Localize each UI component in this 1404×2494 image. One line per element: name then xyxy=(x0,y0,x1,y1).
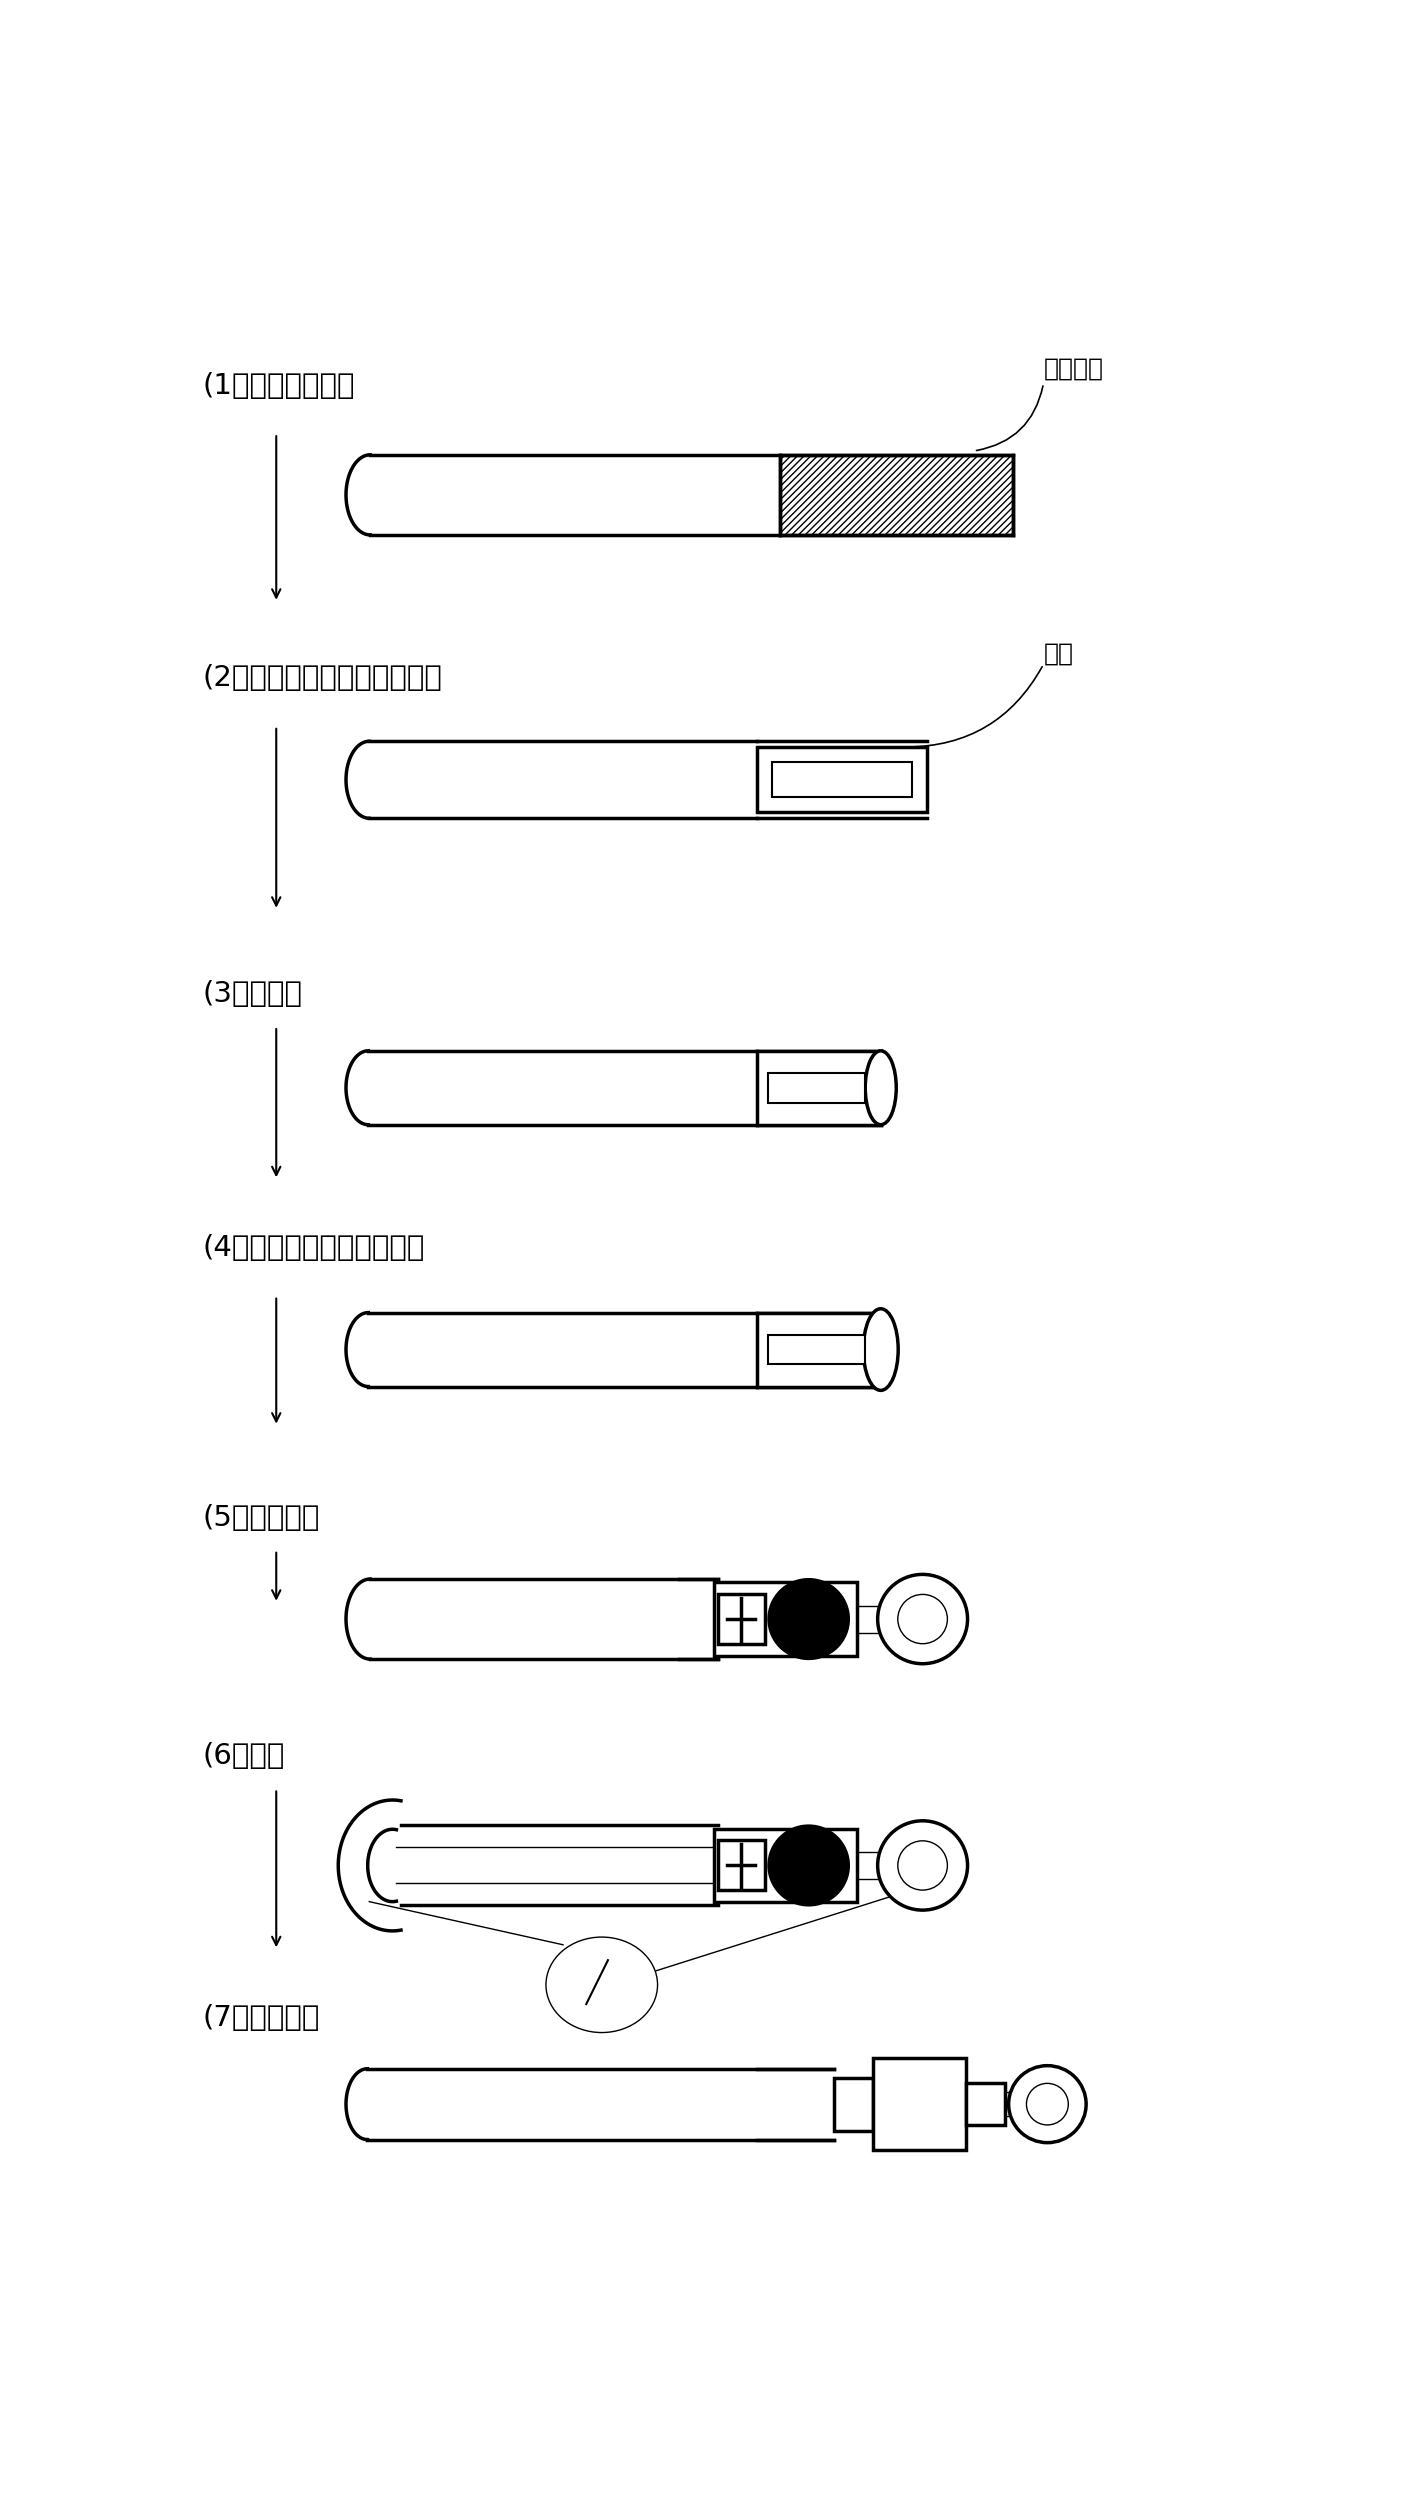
Text: (2）固定端部芯线使成一整体: (2）固定端部芯线使成一整体 xyxy=(202,663,442,693)
Text: (6）检验: (6）检验 xyxy=(202,1743,285,1771)
Circle shape xyxy=(1008,2065,1087,2142)
Text: (1）切割端部绝缘: (1）切割端部绝缘 xyxy=(202,372,355,399)
Bar xyxy=(402,1826,717,1905)
Bar xyxy=(717,1594,765,1644)
Polygon shape xyxy=(338,1801,402,1930)
Text: (5）连接焊片: (5）连接焊片 xyxy=(202,1504,320,1531)
Circle shape xyxy=(768,1826,849,1905)
Bar xyxy=(966,2082,1005,2125)
Bar xyxy=(856,1606,922,1634)
Bar xyxy=(834,2078,873,2130)
Circle shape xyxy=(768,1579,849,1659)
Bar xyxy=(856,1853,922,1878)
Bar xyxy=(768,1072,865,1102)
Circle shape xyxy=(897,1594,948,1644)
Circle shape xyxy=(878,1574,967,1663)
Bar xyxy=(772,763,911,798)
Polygon shape xyxy=(345,2068,834,2140)
Polygon shape xyxy=(345,1579,717,1659)
Text: 挤压: 挤压 xyxy=(1043,641,1074,666)
Polygon shape xyxy=(345,1050,757,1125)
Bar xyxy=(768,1334,865,1364)
Text: (7）绝缘处理: (7）绝缘处理 xyxy=(202,2005,320,2033)
Circle shape xyxy=(1026,2082,1068,2125)
Text: (3）切斜面: (3）切斜面 xyxy=(202,980,303,1008)
Bar xyxy=(715,1828,856,1903)
Text: (4）焊接铜套管与芯线端面: (4）焊接铜套管与芯线端面 xyxy=(202,1235,425,1262)
Ellipse shape xyxy=(865,1050,896,1125)
Bar xyxy=(757,1050,880,1125)
Text: R: R xyxy=(602,1980,614,1998)
Polygon shape xyxy=(345,1312,757,1387)
Bar xyxy=(757,1312,880,1387)
Bar xyxy=(1005,2092,1047,2117)
Bar xyxy=(715,1584,856,1656)
Circle shape xyxy=(897,1841,948,1890)
Circle shape xyxy=(878,1821,967,1910)
Bar xyxy=(717,1841,765,1890)
Bar xyxy=(873,2058,966,2150)
Ellipse shape xyxy=(546,1938,657,2033)
Ellipse shape xyxy=(863,1309,899,1389)
Polygon shape xyxy=(345,741,757,818)
Bar xyxy=(781,454,1012,534)
Bar xyxy=(757,748,927,813)
Polygon shape xyxy=(345,454,781,534)
Text: 切去绝缘: 切去绝缘 xyxy=(1043,357,1104,379)
